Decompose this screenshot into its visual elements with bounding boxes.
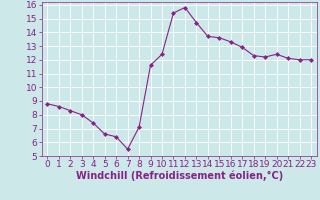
X-axis label: Windchill (Refroidissement éolien,°C): Windchill (Refroidissement éolien,°C) xyxy=(76,171,283,181)
